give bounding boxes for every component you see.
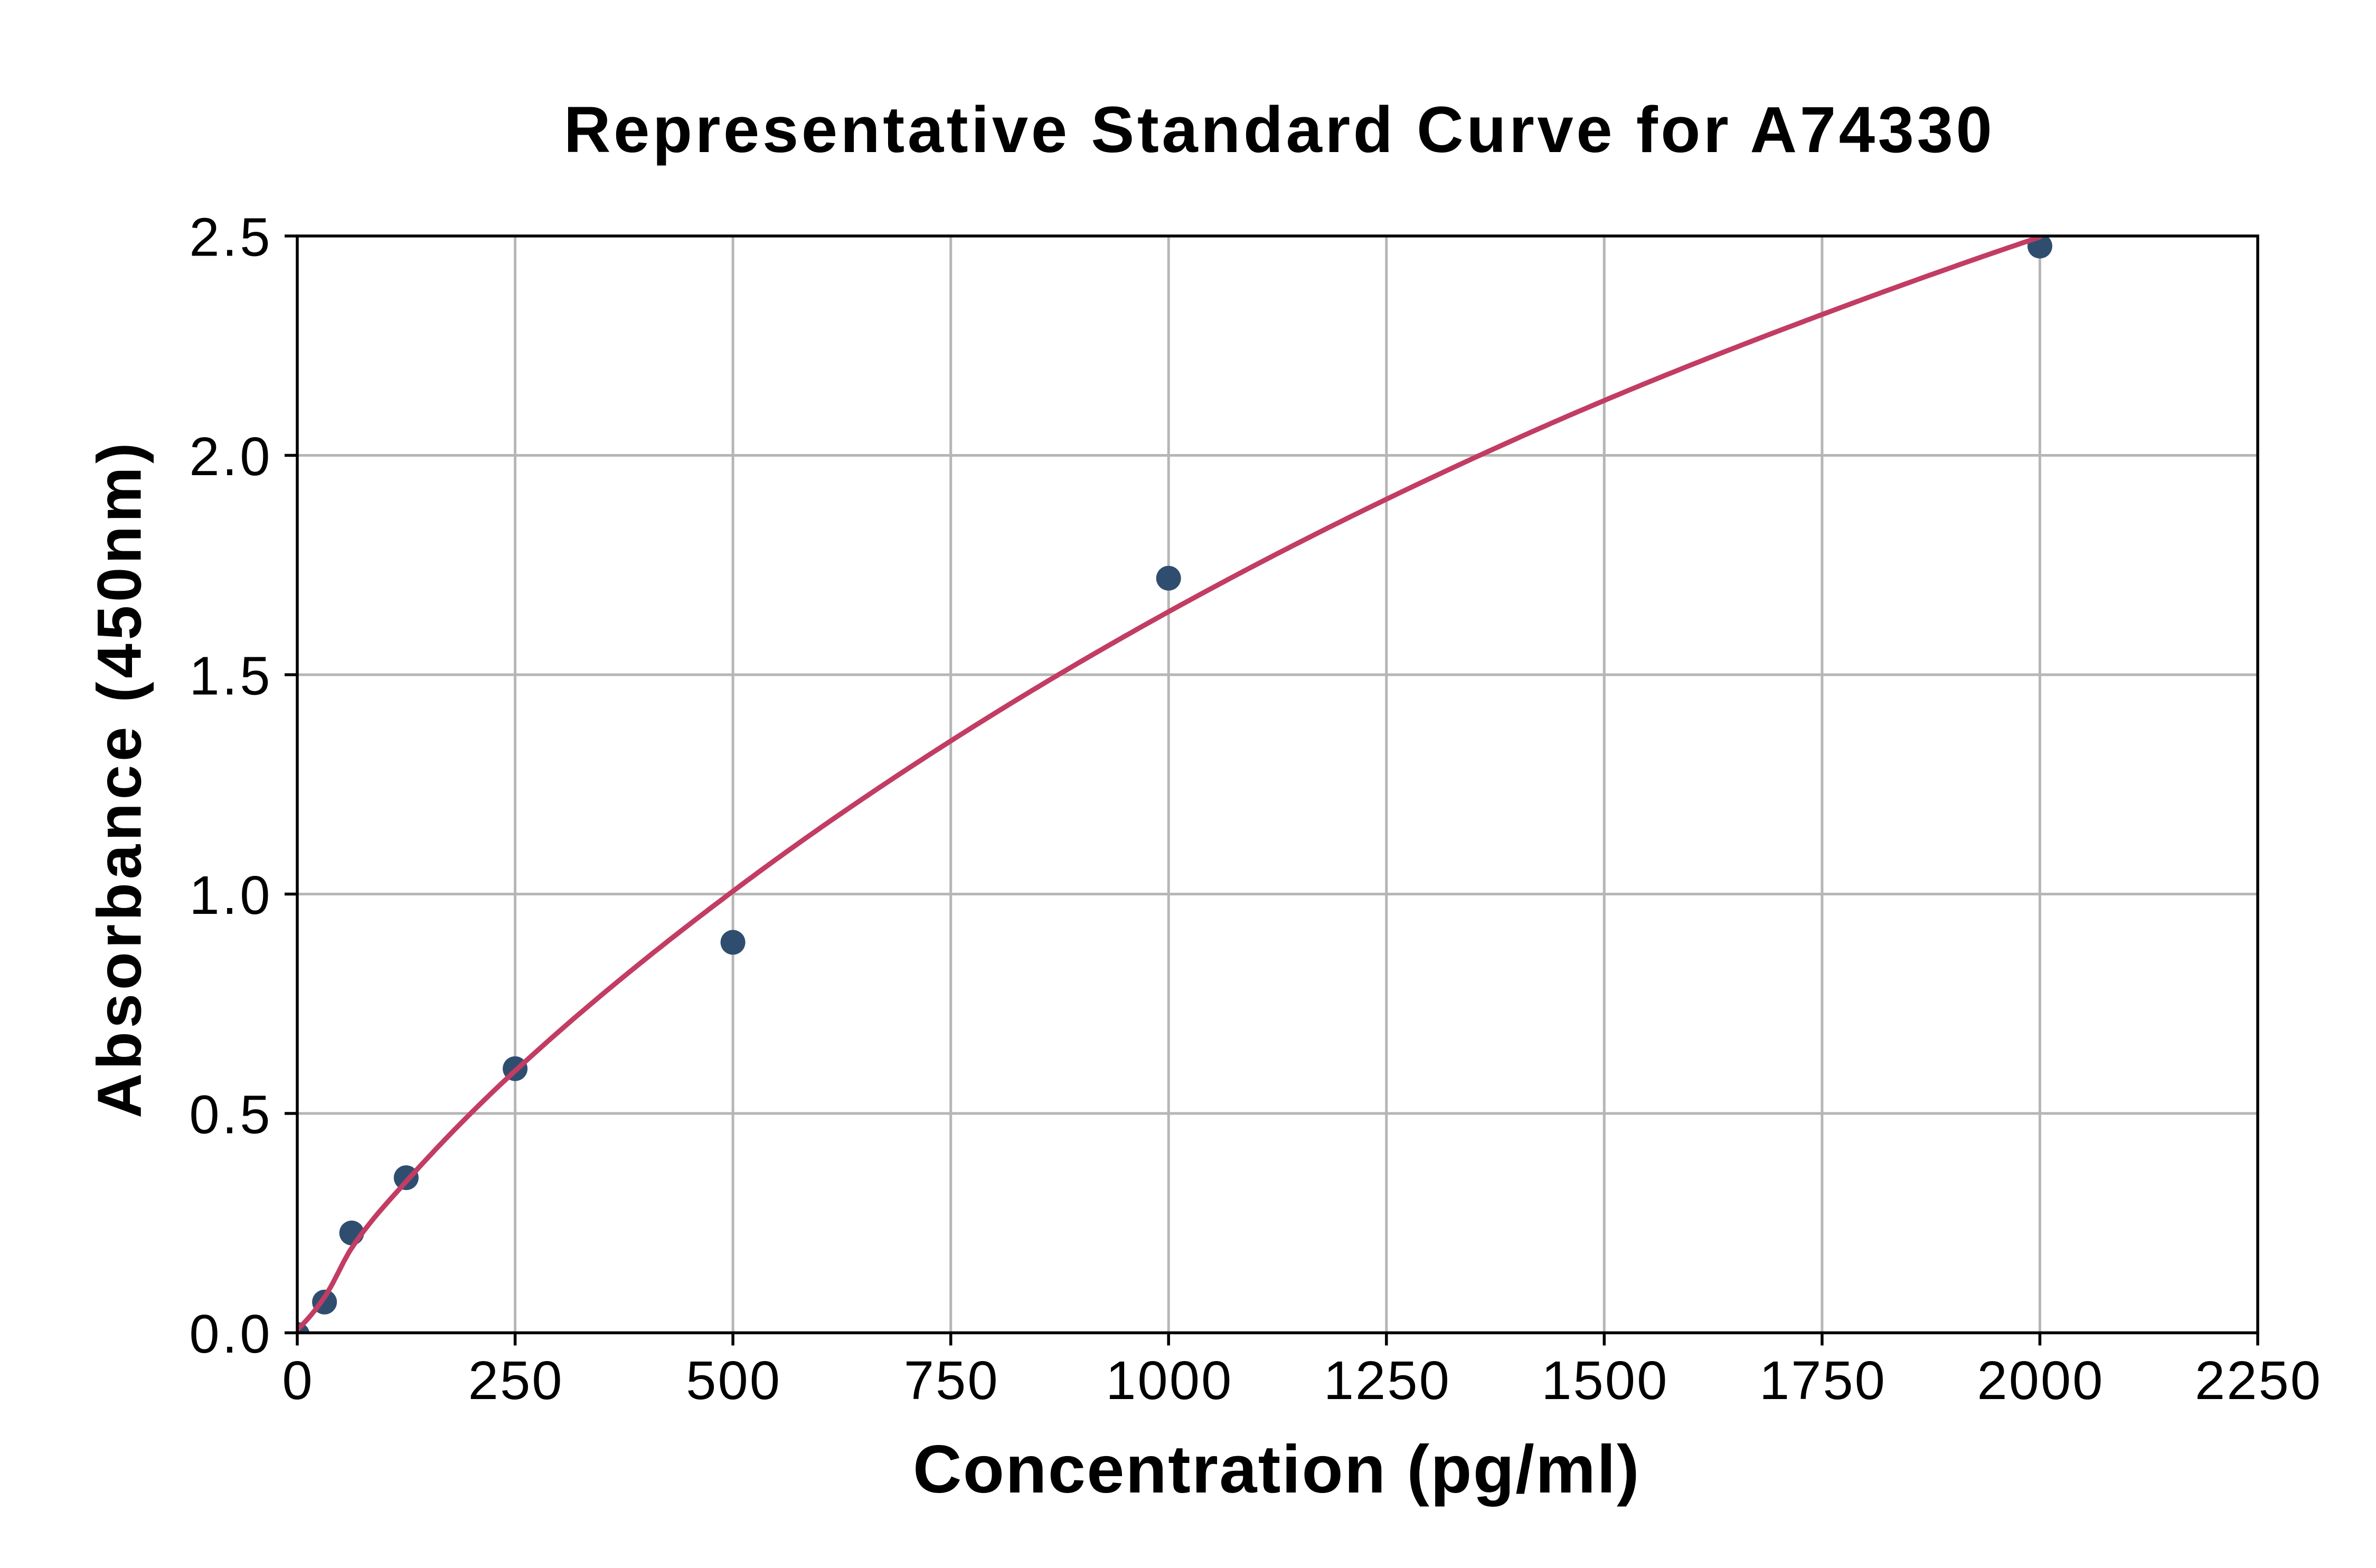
svg-text:Absorbance (450nm): Absorbance (450nm) [85, 439, 155, 1118]
svg-text:2.0: 2.0 [189, 426, 272, 487]
svg-text:2250: 2250 [2195, 1350, 2322, 1411]
svg-text:1250: 1250 [1324, 1350, 1451, 1411]
svg-text:1.0: 1.0 [189, 865, 272, 925]
svg-text:0.5: 0.5 [189, 1084, 272, 1145]
svg-text:2.5: 2.5 [189, 207, 272, 268]
svg-text:750: 750 [904, 1350, 1000, 1411]
svg-text:Concentration (pg/ml): Concentration (pg/ml) [913, 1432, 1640, 1507]
svg-text:Representative Standard Curve: Representative Standard Curve for A74330 [564, 94, 1995, 166]
svg-text:1500: 1500 [1541, 1350, 1668, 1411]
svg-text:1000: 1000 [1106, 1350, 1233, 1411]
svg-text:500: 500 [686, 1350, 781, 1411]
svg-text:0.0: 0.0 [189, 1303, 272, 1364]
svg-text:2000: 2000 [1977, 1350, 2104, 1411]
svg-text:1750: 1750 [1759, 1350, 1887, 1411]
svg-text:1.5: 1.5 [189, 646, 272, 706]
svg-text:0: 0 [282, 1350, 314, 1411]
svg-text:250: 250 [468, 1350, 564, 1411]
